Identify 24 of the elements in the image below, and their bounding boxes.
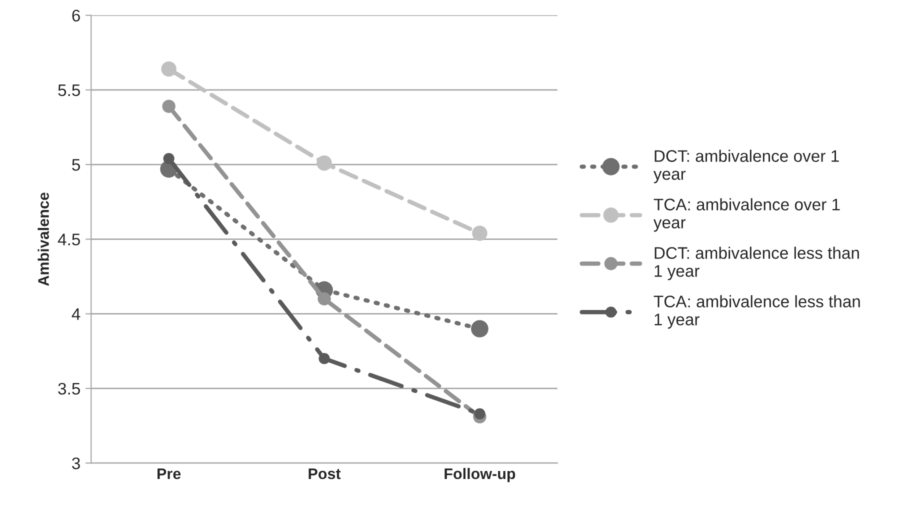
y-tick-label: 3 xyxy=(72,457,80,470)
y-tick-label: 4 xyxy=(72,308,80,320)
legend-label: DCT: ambivalence over 1 year xyxy=(653,150,839,184)
point xyxy=(318,292,331,306)
legend-label: DCT: ambivalence less than 1 year xyxy=(654,246,859,280)
y-tick-label: 6 xyxy=(72,10,80,22)
point xyxy=(163,153,174,164)
x-tick-label: Pre xyxy=(158,468,181,480)
x-tick-label: Post xyxy=(308,468,341,480)
y-tick-label: 4.5 xyxy=(58,234,80,246)
point xyxy=(316,155,332,171)
legend-label: TCA: ambivalence over 1 year xyxy=(653,198,840,232)
y-axis-title: Ambivalence xyxy=(38,192,49,286)
point xyxy=(162,100,176,113)
y-tick-label: 3.5 xyxy=(58,382,80,395)
point xyxy=(474,408,486,420)
x-tick-label: Follow-up xyxy=(444,468,516,482)
point xyxy=(318,353,330,364)
point xyxy=(472,226,488,241)
point xyxy=(161,61,176,77)
point xyxy=(471,320,488,338)
y-tick-label: 5.5 xyxy=(58,84,80,96)
legend-label: TCA: ambivalence less than 1 year xyxy=(654,295,860,329)
y-tick-label: 5 xyxy=(72,159,80,171)
